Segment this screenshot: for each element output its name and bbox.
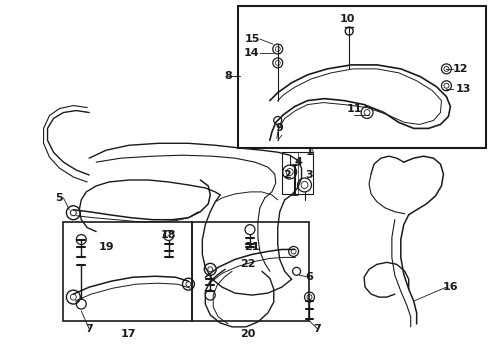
Text: 13: 13 — [456, 84, 471, 94]
Circle shape — [275, 46, 280, 51]
Text: 7: 7 — [314, 324, 321, 334]
Text: 16: 16 — [442, 282, 458, 292]
Text: 14: 14 — [244, 48, 260, 58]
Text: 22: 22 — [240, 259, 256, 269]
Bar — [63, 222, 193, 321]
Text: 8: 8 — [224, 71, 232, 81]
Text: 5: 5 — [56, 193, 63, 203]
Text: 6: 6 — [306, 272, 314, 282]
Text: 17: 17 — [121, 329, 137, 339]
Text: 11: 11 — [346, 104, 362, 113]
Text: 3: 3 — [306, 170, 313, 180]
Text: 20: 20 — [240, 329, 256, 339]
Text: 18: 18 — [161, 230, 176, 239]
Text: 4: 4 — [294, 157, 302, 167]
Text: 2: 2 — [283, 170, 291, 180]
Text: 10: 10 — [340, 14, 355, 24]
Text: 12: 12 — [453, 64, 468, 74]
Text: 21: 21 — [244, 243, 260, 252]
Text: 9: 9 — [276, 123, 284, 134]
Text: 1: 1 — [306, 147, 314, 157]
Circle shape — [275, 60, 280, 66]
Text: 7: 7 — [85, 324, 93, 334]
Bar — [282, 152, 314, 194]
Text: 19: 19 — [98, 243, 114, 252]
Text: 15: 15 — [244, 34, 260, 44]
Bar — [193, 222, 310, 321]
Bar — [238, 6, 486, 148]
